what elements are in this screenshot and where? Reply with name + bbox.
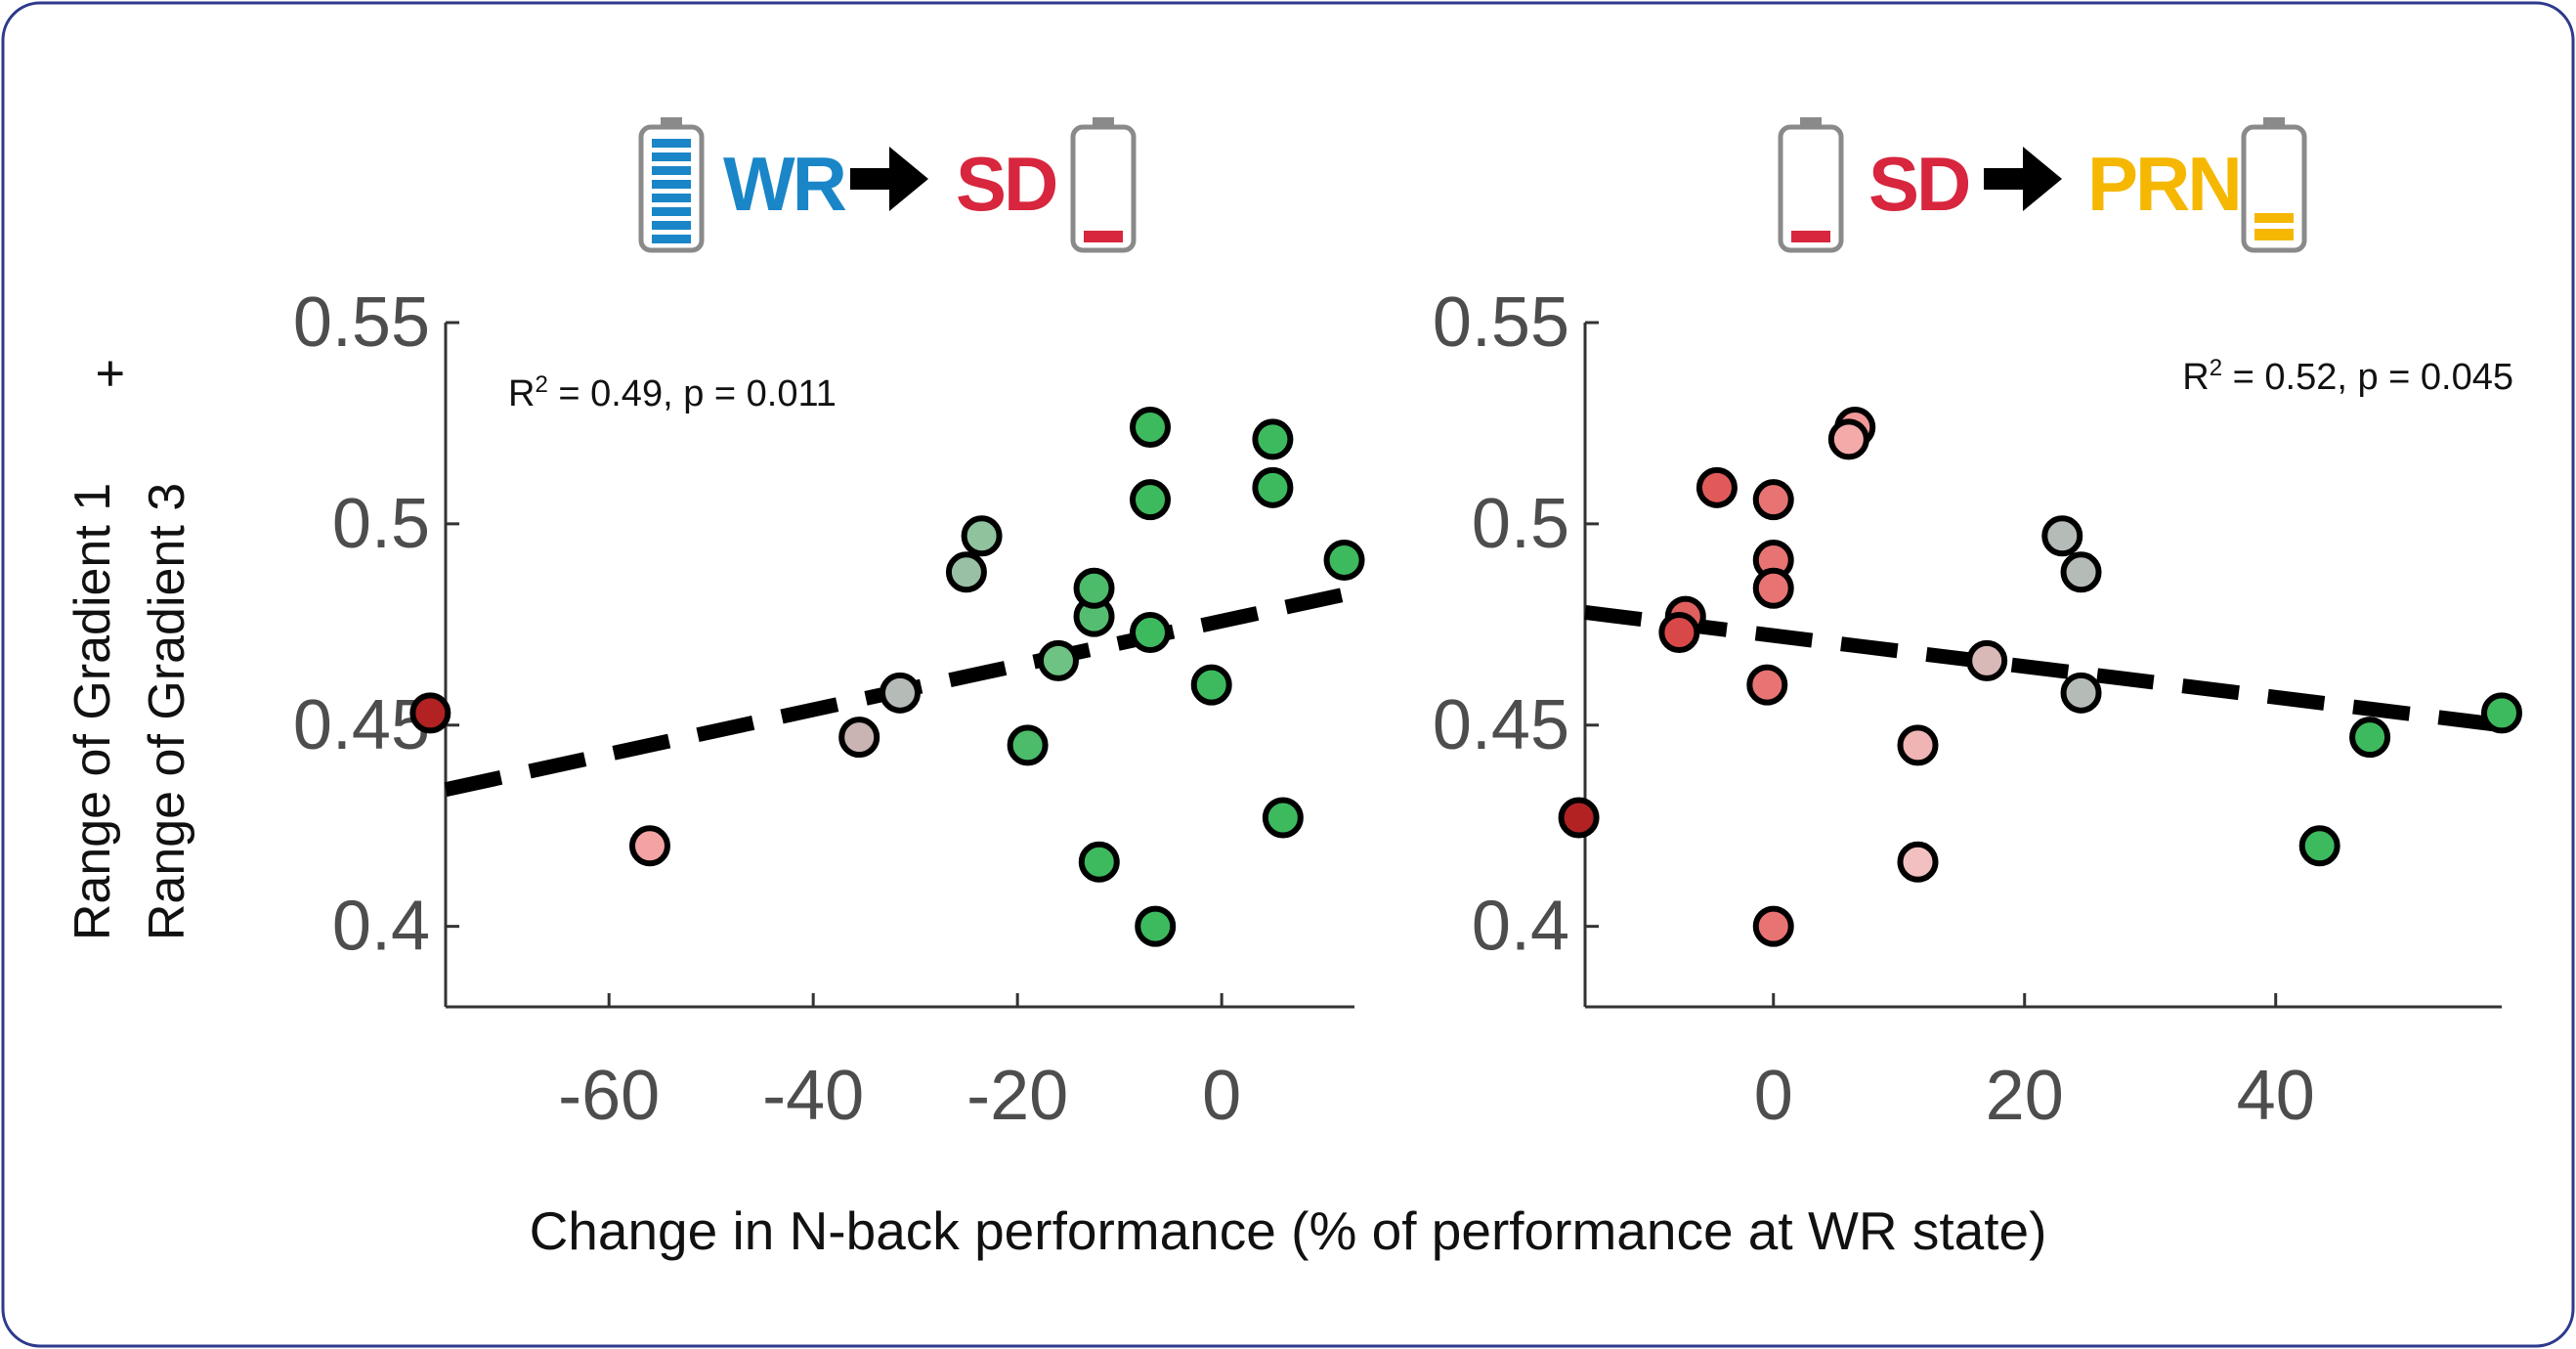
data-point — [1658, 612, 1700, 654]
data-point — [2298, 825, 2340, 867]
data-point — [1073, 567, 1115, 609]
scatter-panel-right: 0.4 0.45 0.5 0.55 0 20 40 R2 = 0.52, p = 0.045 — [1433, 283, 2522, 1135]
data-point — [838, 717, 880, 759]
data-point — [961, 515, 1003, 557]
data-point — [2041, 515, 2083, 557]
y-axis-title: Range of Gradient 1 Range of Gradient 3 … — [64, 359, 195, 940]
x-tick-label: -20 — [966, 1057, 1068, 1135]
state-label-prn: PRN — [2087, 141, 2240, 227]
data-point — [1190, 664, 1232, 706]
x-tick-label: 40 — [2237, 1057, 2315, 1135]
x-axis-title: Change in N-back performance (% of perfo… — [530, 1200, 2047, 1261]
x-tick-label: -40 — [762, 1057, 864, 1135]
data-point — [628, 825, 670, 867]
data-point — [2481, 692, 2522, 734]
data-point — [1696, 466, 1738, 508]
data-point — [1130, 407, 1172, 449]
data-point — [1323, 539, 1365, 581]
y-tick-label: 0.45 — [1433, 686, 1569, 764]
scatter-panel-left: 0.4 0.45 0.5 0.55 -60 -40 -20 0 R2 = 0.49, p = 0… — [293, 283, 1365, 1135]
data-point — [1752, 567, 1794, 609]
data-point — [1897, 841, 1939, 883]
data-point — [1252, 466, 1294, 508]
header-right: SD PRN — [1778, 117, 2307, 253]
data-point — [1135, 905, 1177, 947]
data-point — [1262, 797, 1304, 839]
x-tick-label: 0 — [1202, 1057, 1241, 1135]
stat-annotation: R2 = 0.52, p = 0.045 — [2182, 355, 2513, 398]
state-label-sd: SD — [1868, 141, 1969, 227]
x-tick-label: 0 — [1754, 1057, 1793, 1135]
data-point — [1897, 724, 1939, 766]
y-tick-label: 0.55 — [293, 283, 430, 362]
y-tick-label: 0.45 — [293, 686, 430, 764]
data-point — [1752, 479, 1794, 521]
arrow-right-icon — [1984, 147, 2062, 211]
y-tick-label: 0.4 — [1472, 888, 1569, 966]
data-point — [1746, 664, 1788, 706]
data-point — [409, 692, 451, 734]
data-point — [1827, 418, 1869, 460]
data-point — [2060, 672, 2102, 714]
data-point — [1558, 797, 1600, 839]
data-point — [945, 551, 987, 593]
y-axis-title-line1: Range of Gradient 1 — [64, 483, 121, 940]
data-point — [2349, 717, 2391, 759]
y-axis-title-line2: Range of Gradient 3 — [139, 483, 195, 940]
data-point — [1037, 639, 1079, 681]
data-point — [1007, 724, 1049, 766]
data-point — [1130, 479, 1172, 521]
state-label-sd: SD — [956, 141, 1056, 227]
x-tick-label: 20 — [1986, 1057, 2064, 1135]
data-point — [1130, 612, 1172, 654]
battery-medium-icon — [2241, 117, 2307, 253]
y-tick-label: 0.5 — [332, 485, 430, 563]
x-tick-label: -60 — [558, 1057, 660, 1135]
arrow-right-icon — [850, 147, 928, 211]
y-axis-title-plus: + — [82, 359, 139, 388]
data-point — [1966, 639, 2008, 681]
battery-low-icon — [1070, 117, 1137, 253]
stat-annotation: R2 = 0.49, p = 0.011 — [508, 371, 837, 414]
data-point — [1252, 418, 1294, 460]
battery-low-icon — [1778, 117, 1844, 253]
data-point — [880, 672, 921, 714]
data-point — [2060, 551, 2102, 593]
regression-line — [1584, 605, 2503, 733]
battery-full-icon — [638, 117, 705, 253]
data-point — [1752, 905, 1794, 947]
header-left: WR SD — [638, 117, 1137, 253]
state-label-wr: WR — [723, 141, 846, 227]
y-tick-label: 0.55 — [1433, 283, 1569, 362]
data-point — [1078, 841, 1120, 883]
y-tick-label: 0.4 — [332, 888, 430, 966]
y-tick-label: 0.5 — [1472, 485, 1569, 563]
